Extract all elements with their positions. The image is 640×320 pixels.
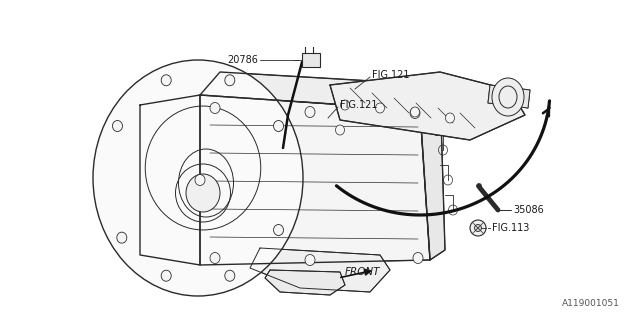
Ellipse shape (117, 232, 127, 243)
FancyBboxPatch shape (302, 53, 320, 67)
Polygon shape (140, 95, 200, 265)
Ellipse shape (470, 220, 486, 236)
Text: 20786: 20786 (227, 55, 258, 65)
Polygon shape (200, 95, 430, 265)
Ellipse shape (210, 252, 220, 263)
Ellipse shape (195, 174, 205, 186)
Ellipse shape (492, 78, 524, 116)
Text: FIG.121: FIG.121 (340, 100, 378, 110)
Ellipse shape (376, 103, 385, 113)
Text: A119001051: A119001051 (562, 299, 620, 308)
Ellipse shape (305, 254, 315, 266)
Ellipse shape (410, 107, 419, 117)
Ellipse shape (413, 252, 423, 263)
Ellipse shape (225, 270, 235, 281)
Ellipse shape (410, 108, 420, 118)
Text: FIG.121: FIG.121 (372, 70, 410, 80)
Ellipse shape (225, 75, 235, 86)
Polygon shape (488, 85, 530, 108)
Polygon shape (420, 85, 445, 260)
Text: FIG.113: FIG.113 (492, 223, 529, 233)
Polygon shape (250, 248, 390, 292)
Polygon shape (330, 72, 525, 140)
Ellipse shape (335, 125, 344, 135)
Ellipse shape (305, 107, 315, 117)
Text: 35086: 35086 (513, 205, 544, 215)
Ellipse shape (161, 270, 171, 281)
Ellipse shape (210, 102, 220, 114)
Ellipse shape (273, 225, 284, 236)
Polygon shape (265, 270, 345, 295)
Ellipse shape (113, 121, 122, 132)
Ellipse shape (273, 121, 284, 132)
Ellipse shape (445, 113, 454, 123)
Ellipse shape (161, 75, 171, 86)
Ellipse shape (474, 225, 481, 231)
Ellipse shape (477, 183, 481, 188)
Ellipse shape (93, 60, 303, 296)
Ellipse shape (186, 174, 220, 212)
Polygon shape (200, 72, 440, 110)
Ellipse shape (340, 100, 349, 110)
Text: FRONT: FRONT (345, 267, 381, 277)
